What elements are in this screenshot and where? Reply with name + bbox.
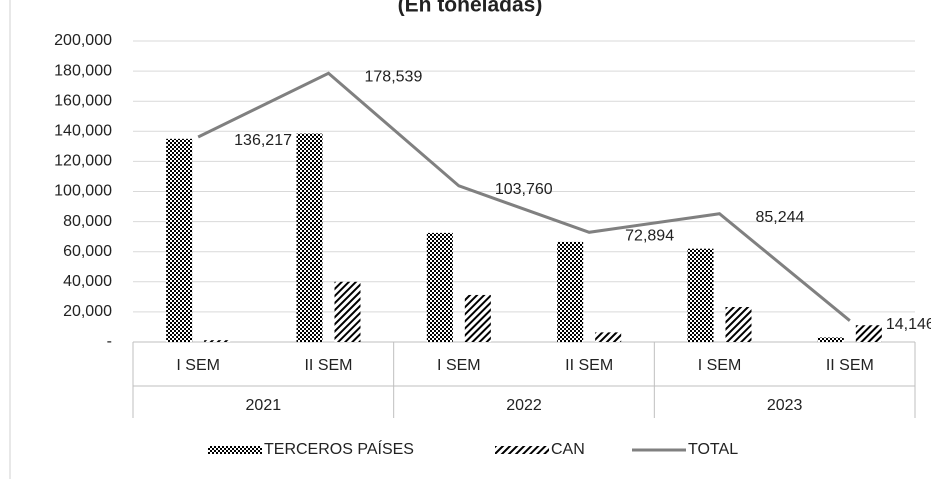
chart-title: (En toneladas) (398, 0, 543, 17)
bar (855, 325, 882, 342)
y-tick-label: 20,000 (63, 303, 112, 320)
y-tick-label: 40,000 (63, 273, 112, 290)
data-label: 85,244 (756, 209, 805, 226)
y-tick-label: - (107, 333, 112, 350)
x-tick-label: II SEM (304, 357, 352, 374)
bar (725, 307, 752, 342)
data-label: 136,217 (234, 132, 292, 149)
legend-label: CAN (551, 441, 585, 458)
bar (557, 241, 584, 342)
legend-label: TERCEROS PAÍSES (264, 439, 414, 458)
y-tick-label: 100,000 (54, 183, 112, 200)
group-label: 2021 (246, 397, 282, 414)
bar (334, 281, 361, 342)
y-tick-label: 200,000 (54, 32, 112, 49)
y-tick-label: 120,000 (54, 153, 112, 170)
legend-swatch (208, 446, 262, 454)
data-label: 72,894 (625, 228, 674, 245)
bar (296, 133, 323, 342)
line (197, 71, 851, 322)
y-tick-label: 80,000 (63, 213, 112, 230)
bar (204, 340, 231, 342)
legend-swatch (495, 446, 549, 454)
legend-label: TOTAL (688, 441, 738, 458)
bar (464, 294, 491, 342)
group-label: 2022 (506, 397, 542, 414)
bar (595, 332, 622, 342)
bar (817, 337, 844, 342)
x-tick-label: I SEM (698, 357, 742, 374)
data-label: 103,760 (495, 181, 553, 198)
x-tick-label: I SEM (437, 357, 481, 374)
bar (166, 138, 193, 342)
data-label: 14,146 (886, 316, 931, 333)
x-tick-label: I SEM (176, 357, 220, 374)
x-tick-label: II SEM (565, 357, 613, 374)
bar (687, 248, 714, 342)
bar (426, 232, 453, 342)
group-label: 2023 (767, 397, 803, 414)
x-tick-label: II SEM (826, 357, 874, 374)
y-tick-label: 60,000 (63, 243, 112, 260)
y-tick-label: 180,000 (54, 62, 112, 79)
y-tick-label: 160,000 (54, 92, 112, 109)
data-label: 178,539 (365, 69, 423, 86)
y-tick-label: 140,000 (54, 123, 112, 140)
